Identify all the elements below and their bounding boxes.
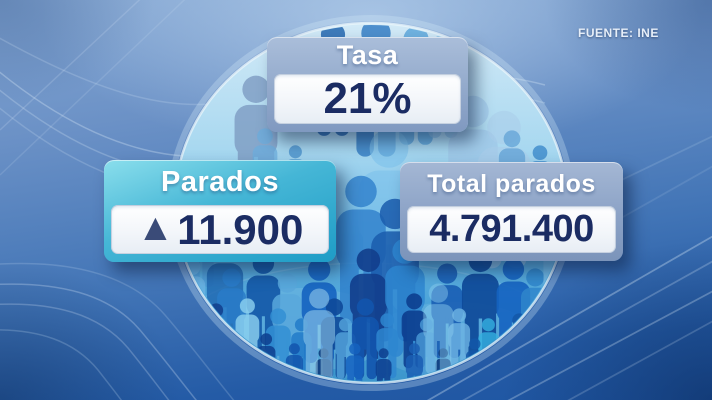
tasa-card-title: Tasa (336, 40, 399, 70)
diagonal-line (426, 235, 712, 400)
parados-card-value: 11.900 (177, 205, 304, 253)
trace-line (0, 262, 235, 400)
trace-line (0, 303, 170, 400)
diagonal-line (0, 0, 141, 131)
total-parados-card-title: Total parados (427, 169, 596, 198)
trace-lines-bottom-left (0, 262, 235, 400)
trend-up-icon: ▲ (136, 206, 175, 249)
tasa-card: Tasa 21% (267, 37, 468, 132)
diagonal-line (0, 0, 186, 176)
tasa-card-value-box: 21% (274, 74, 461, 124)
parados-card: Parados ▲ 11.900 (104, 160, 336, 262)
source-label: FUENTE: INE (578, 26, 659, 40)
parados-card-title: Parados (161, 166, 279, 198)
trace-line (0, 283, 197, 400)
diagonal-line (567, 320, 712, 400)
diagonal-line (507, 290, 712, 400)
tasa-card-value: 21% (323, 74, 412, 123)
trace-line (0, 329, 123, 400)
parados-card-value-box: ▲ 11.900 (111, 205, 329, 254)
total-parados-card-value-box: 4.791.400 (407, 206, 616, 253)
total-parados-card: Total parados 4.791.400 (400, 162, 623, 261)
total-parados-card-value: 4.791.400 (429, 208, 594, 250)
diagonal-line (462, 260, 712, 400)
